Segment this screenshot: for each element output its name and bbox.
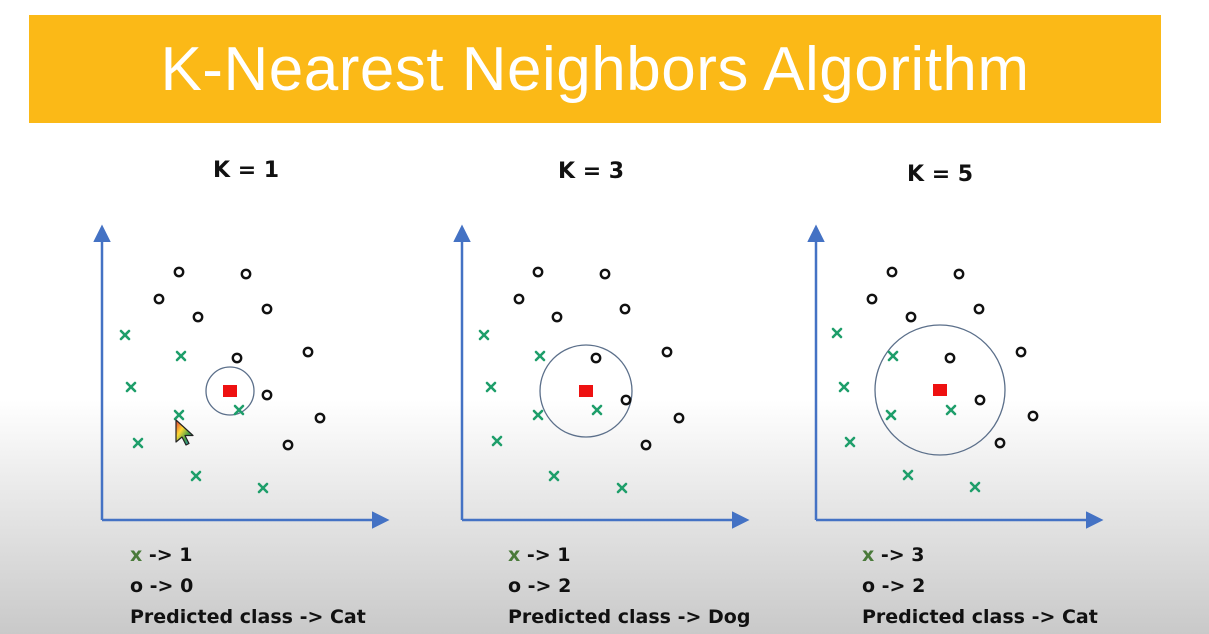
x-point — [485, 381, 497, 393]
o-point — [153, 293, 165, 305]
o-point — [240, 268, 252, 280]
o-point — [620, 394, 632, 406]
x-point — [838, 381, 850, 393]
k-label: K = 3 — [558, 159, 625, 184]
legend-x-line: x -> 1 — [508, 540, 750, 571]
scatter-plot — [807, 224, 1104, 529]
o-point — [513, 293, 525, 305]
o-point — [302, 346, 314, 358]
x-count: -> 1 — [142, 544, 193, 566]
legend: x -> 1 o -> 2 Predicted class -> Dog — [508, 540, 750, 633]
legend-o-line: o -> 0 — [130, 575, 194, 597]
o-point — [905, 311, 917, 323]
o-point — [261, 303, 273, 315]
x-point — [831, 327, 843, 339]
o-point — [619, 303, 631, 315]
o-point — [886, 266, 898, 278]
x-point — [233, 404, 245, 416]
o-point — [314, 412, 326, 424]
x-point — [175, 350, 187, 362]
x-point — [885, 409, 897, 421]
query-point — [579, 385, 593, 397]
o-point — [599, 268, 611, 280]
o-point — [551, 311, 563, 323]
o-point — [673, 412, 685, 424]
x-marker-label: x — [862, 544, 875, 566]
panel-k1: K = 1 x -> 1 o -> 0 Predicted class -> C… — [0, 0, 390, 634]
legend-o-line: o -> 2 — [862, 575, 926, 597]
o-point — [866, 293, 878, 305]
x-point — [844, 436, 856, 448]
o-point — [973, 303, 985, 315]
o-point — [1027, 410, 1039, 422]
o-point — [994, 437, 1006, 449]
x-point — [119, 329, 131, 341]
o-point — [640, 439, 652, 451]
x-point — [902, 469, 914, 481]
x-point — [887, 350, 899, 362]
x-point — [616, 482, 628, 494]
x-count: -> 1 — [520, 544, 571, 566]
o-point — [231, 352, 243, 364]
legend: x -> 3 o -> 2 Predicted class -> Cat — [862, 540, 1098, 633]
o-point — [532, 266, 544, 278]
o-point — [944, 352, 956, 364]
page-title: K-Nearest Neighbors Algorithm — [160, 34, 1030, 104]
scatter-plot — [93, 224, 390, 529]
neighborhood-circle — [874, 324, 1006, 456]
predicted-class: Predicted class -> Dog — [508, 606, 751, 628]
neighborhood-circle — [539, 344, 633, 438]
neighborhood-circle — [205, 366, 255, 416]
o-point — [590, 352, 602, 364]
x-point — [534, 350, 546, 362]
x-point — [532, 409, 544, 421]
o-point — [173, 266, 185, 278]
x-point — [173, 409, 185, 421]
k-label: K = 5 — [907, 162, 974, 187]
o-point — [192, 311, 204, 323]
predicted-class: Predicted class -> Cat — [130, 606, 366, 628]
panel-k3: K = 3 x -> 1 o -> 2 Predicted class -> D… — [0, 0, 750, 634]
x-point — [945, 404, 957, 416]
legend-x-line: x -> 3 — [862, 540, 1098, 571]
x-point — [125, 381, 137, 393]
o-point — [661, 346, 673, 358]
mouse-cursor-icon — [174, 418, 196, 453]
o-point — [1015, 346, 1027, 358]
x-point — [548, 470, 560, 482]
x-point — [491, 435, 503, 447]
o-point — [974, 394, 986, 406]
x-count: -> 3 — [874, 544, 925, 566]
x-marker-label: x — [508, 544, 521, 566]
k-label: K = 1 — [213, 158, 280, 183]
query-point — [933, 384, 947, 396]
legend-o-line: o -> 2 — [508, 575, 572, 597]
scatter-plot — [453, 224, 750, 529]
title-banner: K-Nearest Neighbors Algorithm — [29, 15, 1161, 123]
query-point — [223, 385, 237, 397]
x-point — [190, 470, 202, 482]
legend: x -> 1 o -> 0 Predicted class -> Cat — [130, 540, 366, 633]
x-point — [132, 437, 144, 449]
x-point — [257, 482, 269, 494]
predicted-class: Predicted class -> Cat — [862, 606, 1098, 628]
o-point — [261, 389, 273, 401]
x-point — [478, 329, 490, 341]
panel-k5: K = 5 x -> 3 o -> 2 Predicted class -> C… — [0, 0, 1104, 634]
x-point — [591, 404, 603, 416]
o-point — [282, 439, 294, 451]
x-point — [969, 481, 981, 493]
legend-x-line: x -> 1 — [130, 540, 366, 571]
x-marker-label: x — [130, 544, 143, 566]
o-point — [953, 268, 965, 280]
